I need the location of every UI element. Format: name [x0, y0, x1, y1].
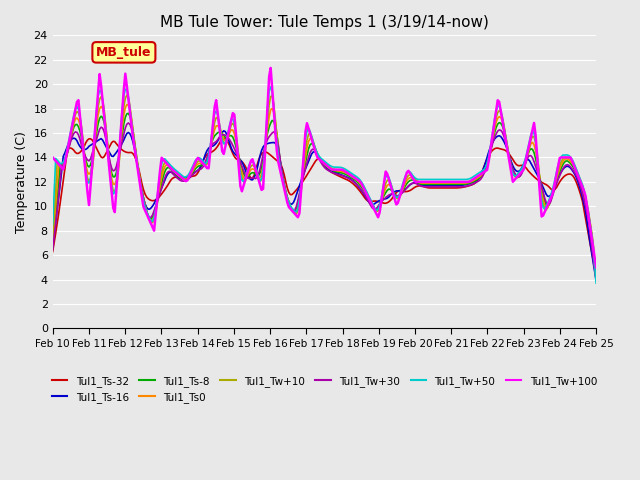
Text: MB_tule: MB_tule: [96, 46, 152, 59]
Y-axis label: Temperature (C): Temperature (C): [15, 131, 28, 233]
Legend: Tul1_Ts-32, Tul1_Ts-16, Tul1_Ts-8, Tul1_Ts0, Tul1_Tw+10, Tul1_Tw+30, Tul1_Tw+50,: Tul1_Ts-32, Tul1_Ts-16, Tul1_Ts-8, Tul1_…: [47, 372, 602, 407]
Title: MB Tule Tower: Tule Temps 1 (3/19/14-now): MB Tule Tower: Tule Temps 1 (3/19/14-now…: [160, 15, 489, 30]
